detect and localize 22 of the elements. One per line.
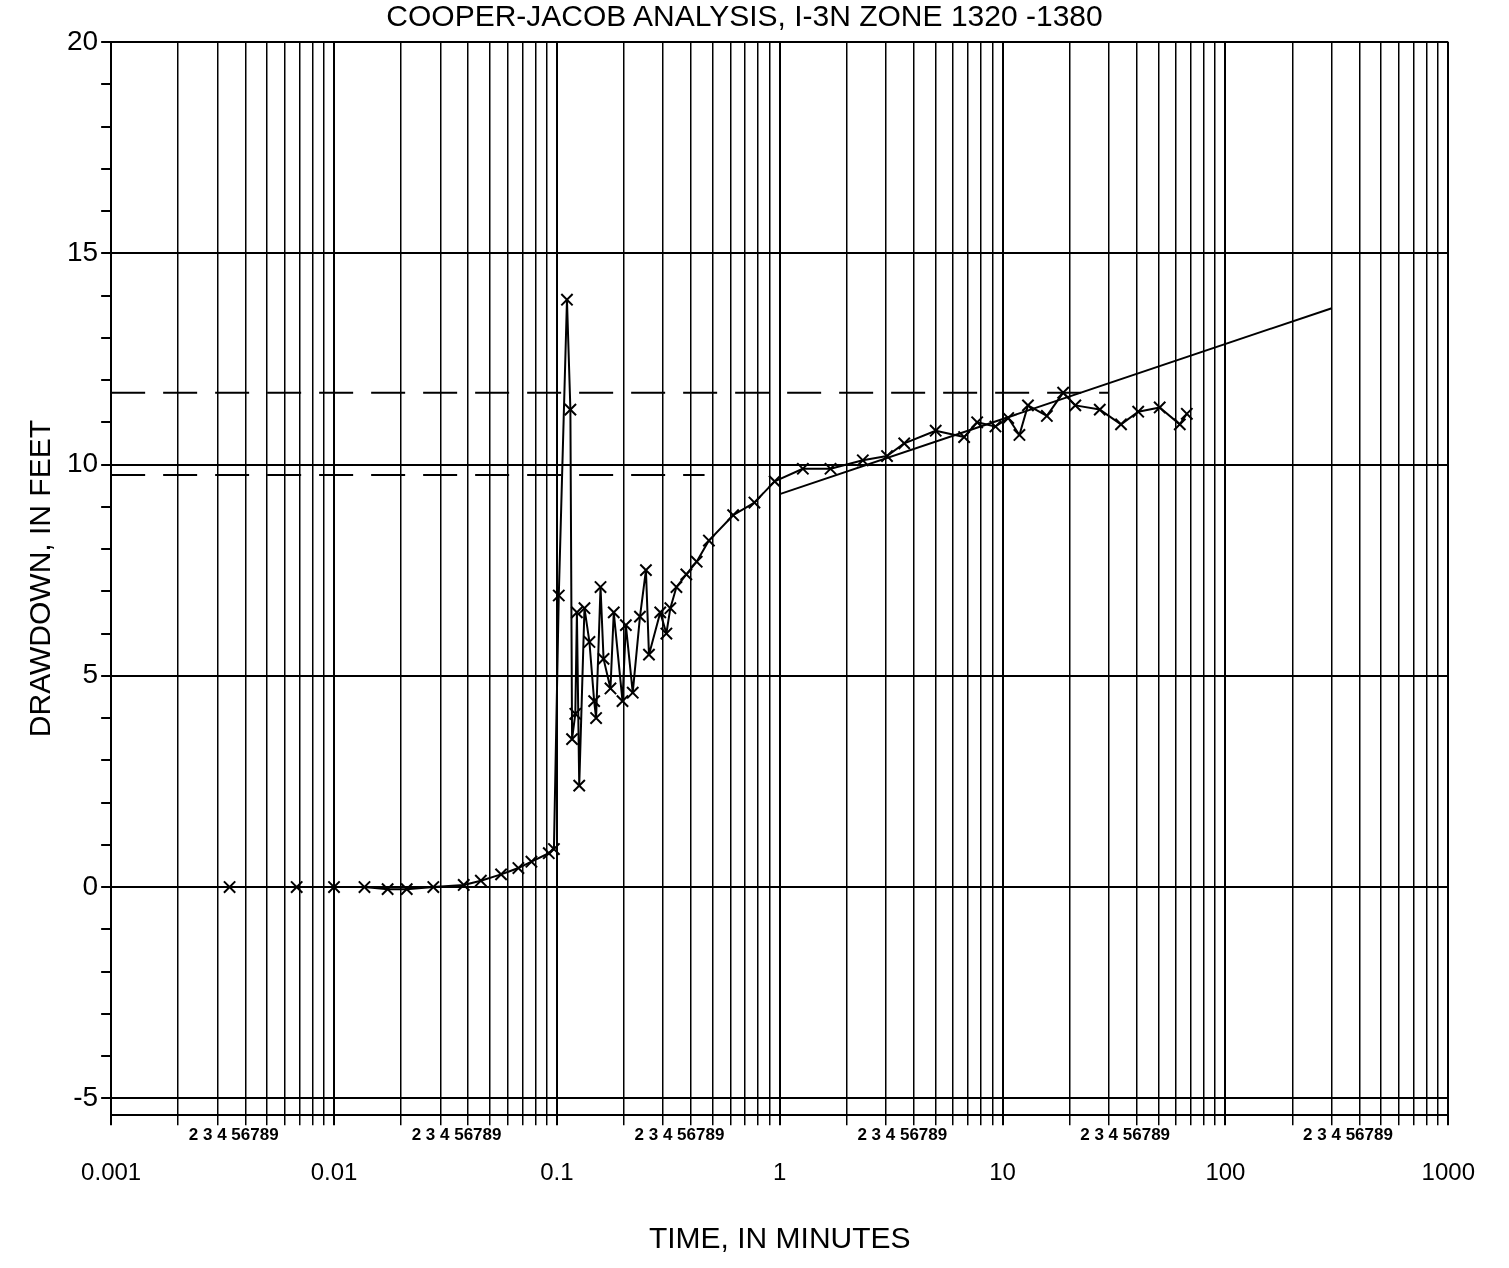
y-tick-label: 20 <box>66 24 99 56</box>
text: 2 3 4 56789 <box>1080 1125 1171 1145</box>
y-tick-label: -5 <box>73 1081 99 1113</box>
y-tick-label: 10 <box>66 447 99 479</box>
x-tick-label: 10 <box>989 1158 1016 1186</box>
text: 2 3 4 56789 <box>1303 1125 1393 1145</box>
x-tick-label: 1000 <box>1421 1158 1475 1186</box>
y-tick-label: 15 <box>66 235 99 267</box>
x-tick-label: 0.1 <box>540 1158 574 1186</box>
y-axis-title: DRAWDOWN, IN FEET <box>23 420 57 738</box>
x-tick-label: 1 <box>773 1158 787 1186</box>
chart-title: COOPER-JACOB ANALYSIS, I-3N ZONE 1320 -1380 <box>386 0 1103 33</box>
text: 2 3 4 56789 <box>857 1125 948 1145</box>
text: 2 3 4 56789 <box>411 1125 502 1145</box>
x-tick-label: 0.001 <box>81 1158 142 1186</box>
x-axis-title: TIME, IN MINUTES <box>648 1221 911 1255</box>
y-tick-label: 0 <box>82 869 99 901</box>
x-tick-label: 100 <box>1205 1158 1246 1186</box>
y-tick-label: 5 <box>82 658 99 690</box>
x-tick-label: 0.01 <box>310 1158 358 1186</box>
text: 2 3 4 56789 <box>634 1125 725 1145</box>
text: 2 3 4 56789 <box>188 1125 279 1145</box>
